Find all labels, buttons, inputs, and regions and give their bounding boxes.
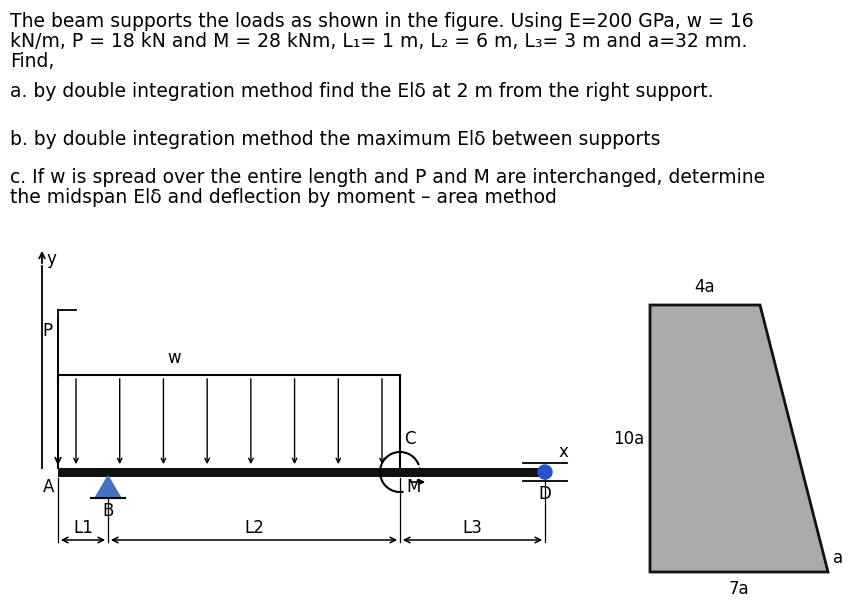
Text: w: w bbox=[168, 349, 181, 367]
Text: y: y bbox=[46, 250, 56, 268]
Text: M: M bbox=[406, 478, 420, 496]
Text: 7a: 7a bbox=[729, 580, 749, 598]
Text: A: A bbox=[43, 478, 54, 496]
Text: D: D bbox=[538, 485, 551, 503]
Text: L3: L3 bbox=[463, 519, 483, 537]
Text: a. by double integration method find the Elδ at 2 m from the right support.: a. by double integration method find the… bbox=[10, 82, 713, 101]
Bar bbox=[58, 468, 545, 477]
Text: b. by double integration method the maximum Elδ between supports: b. by double integration method the maxi… bbox=[10, 130, 661, 149]
Text: c. If w is spread over the entire length and P and M are interchanged, determine: c. If w is spread over the entire length… bbox=[10, 168, 765, 187]
Text: The beam supports the loads as shown in the figure. Using E=200 GPa, w = 16: The beam supports the loads as shown in … bbox=[10, 12, 753, 31]
Circle shape bbox=[538, 465, 552, 479]
Text: the midspan Elδ and deflection by moment – area method: the midspan Elδ and deflection by moment… bbox=[10, 188, 557, 207]
Text: C: C bbox=[404, 430, 416, 448]
Text: B: B bbox=[102, 502, 114, 520]
Text: a: a bbox=[833, 549, 843, 567]
Text: kN/m, P = 18 kN and M = 28 kNm, L₁= 1 m, L₂ = 6 m, L₃= 3 m and a=32 mm.: kN/m, P = 18 kN and M = 28 kNm, L₁= 1 m,… bbox=[10, 32, 747, 51]
Polygon shape bbox=[650, 305, 828, 572]
Text: Find,: Find, bbox=[10, 52, 55, 71]
Text: L1: L1 bbox=[73, 519, 93, 537]
Text: 4a: 4a bbox=[694, 278, 715, 296]
Text: x: x bbox=[559, 443, 569, 461]
Text: P: P bbox=[42, 322, 52, 340]
Text: 10a: 10a bbox=[613, 429, 644, 447]
Polygon shape bbox=[95, 476, 121, 498]
Text: L2: L2 bbox=[244, 519, 264, 537]
